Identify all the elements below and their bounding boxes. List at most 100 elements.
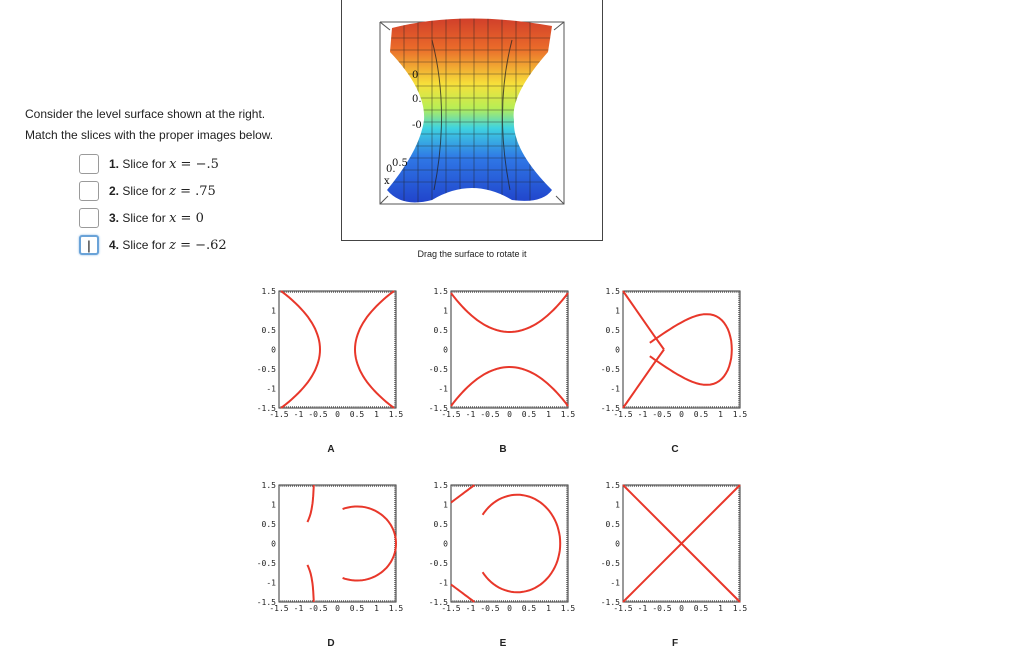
plot-c-xtick-label: 1	[718, 410, 723, 419]
plot-b-xtick-label: 1.5	[561, 410, 576, 419]
plot-c-ytick-label: -0.5	[601, 365, 620, 374]
viewer-axis-label-6: x	[384, 176, 390, 187]
plot-d-xtick-label: -0.5	[308, 604, 327, 613]
plot-b-xtick-label: 0.5	[522, 410, 537, 419]
plot-c-ytick-label: -1.5	[601, 404, 620, 413]
plot-b-xtick-label: 1	[546, 410, 551, 419]
plot-d-frame	[278, 484, 397, 603]
plot-d-curve-3	[306, 564, 315, 602]
plot-f-xtick-label: 1.5	[733, 604, 748, 613]
answer-input-3[interactable]	[79, 208, 99, 228]
plot-e: -1.5 -1.5 -1 -1 -0.5 -0.5 0 0 0.5 0.5 1 1 1.5 1.5	[420, 478, 576, 618]
slice-label-2: 2. Slice for z = .75	[109, 184, 216, 199]
plot-b-ytick-label: -1	[438, 385, 448, 394]
plot-f-xtick-label: 1	[718, 604, 723, 613]
slice-label-1: 1. Slice for x = −.5	[109, 157, 219, 172]
plot-e-ytick-label: 1	[443, 501, 448, 510]
plot-f-xtick-label: 0	[679, 604, 684, 613]
plot-e-xtick-label: -0.5	[480, 604, 499, 613]
plot-c-xtick-label: 0.5	[694, 410, 709, 419]
plot-c-ytick-label: 1.5	[606, 287, 621, 296]
plot-letter-e: E	[499, 638, 507, 649]
plot-f-xtick-label: -1	[638, 604, 648, 613]
plot-d-ytick-label: 1	[271, 501, 276, 510]
plot-f-ytick-label: 0	[615, 540, 620, 549]
plot-e-ytick-label: -1.5	[429, 598, 448, 607]
plot-e-curve-2	[450, 484, 476, 504]
surface-viewer[interactable]: 0 0. -0 0. 0.5 x	[341, 0, 603, 241]
plot-letter-a: A	[327, 444, 335, 455]
plot-c-xtick-label: 0	[679, 410, 684, 419]
plot-b-xtick-label: -1.5	[441, 410, 460, 419]
plot-d-ytick-label: 1.5	[262, 481, 277, 490]
answer-input-1[interactable]	[79, 154, 99, 174]
slice-label-3: 3. Slice for x = 0	[109, 211, 204, 226]
plot-b-xtick-label: -0.5	[480, 410, 499, 419]
plot-a-ytick-label: -1	[266, 385, 276, 394]
slice-label-4: 4. Slice for z = −.62	[109, 238, 227, 253]
plot-b-curve-2	[450, 366, 569, 407]
plot-a-ytick-label: 0	[271, 346, 276, 355]
plot-b-ytick-label: 0	[443, 346, 448, 355]
plot-a: -1.5 -1.5 -1 -1 -0.5 -0.5 0 0 0.5 0.5 1 1 1.5 1.5	[248, 284, 404, 424]
plot-e-xtick-label: -1.5	[441, 604, 460, 613]
plot-b-ytick-label: 1	[443, 307, 448, 316]
plot-c-ytick-label: 0	[615, 346, 620, 355]
plot-b-frame	[450, 290, 569, 409]
plot-d-xtick-label: 0	[335, 604, 340, 613]
plot-b-ytick-label: 1.5	[434, 287, 449, 296]
plot-e-ytick-label: 0	[443, 540, 448, 549]
plot-d-xtick-label: 1	[374, 604, 379, 613]
plot-a-curve-2	[354, 290, 395, 409]
plot-e-xtick-label: 0.5	[522, 604, 537, 613]
plot-d-ytick-label: -1.5	[257, 598, 276, 607]
plot-e-xtick-label: 1	[546, 604, 551, 613]
plot-f-ytick-label: -0.5	[601, 559, 620, 568]
plot-e-ytick-label: 1.5	[434, 481, 449, 490]
plot-letter-d: D	[327, 638, 335, 649]
plot-c-xtick-label: -0.5	[652, 410, 671, 419]
plot-b-ytick-label: -0.5	[429, 365, 448, 374]
plot-a-svg: -1.5-1.5 -1 -1 -0.5 -0.5 0 0 0.5 0.5 1 1 1.5 1.5	[257, 287, 404, 419]
plot-a-xtick-label: -1.5	[269, 410, 288, 419]
plot-d-ytick-label: 0.5	[262, 520, 277, 529]
plot-f-ytick-label: 0.5	[606, 520, 621, 529]
instruction-line-2: Match the slices with the proper images …	[25, 128, 274, 142]
plot-d-xtick-label: 1.5	[389, 604, 404, 613]
plot-e-frame	[450, 484, 569, 603]
plot-a-ytick-label: -1.5	[257, 404, 276, 413]
instructions: Consider the level surface shown at the …	[25, 104, 273, 146]
plot-b-xtick-label: 0	[507, 410, 512, 419]
plot-d-curve-1	[306, 485, 315, 523]
viewer-axis-label-4: 0.	[386, 164, 396, 175]
plot-d-xtick-label: 0.5	[350, 604, 365, 613]
plot-e-xtick-label: 0	[507, 604, 512, 613]
plot-f-ytick-label: -1	[610, 579, 620, 588]
plot-letter-c: C	[671, 444, 679, 455]
plot-e-xtick-label: -1	[466, 604, 476, 613]
plot-a-xtick-label: 1.5	[389, 410, 404, 419]
plot-e-curve-1	[481, 493, 562, 594]
plot-d-xtick-label: -1.5	[269, 604, 288, 613]
plot-b: -1.5 -1.5 -1 -1 -0.5 -0.5 0 0 0.5 0.5 1 1 1.5 1.5	[420, 284, 576, 424]
plot-a-ytick-label: 0.5	[262, 326, 277, 335]
plot-a-xtick-label: -0.5	[308, 410, 327, 419]
plot-a-xtick-label: -1	[294, 410, 304, 419]
plot-f-curve-2	[622, 484, 741, 603]
plot-f-ytick-label: 1.5	[606, 481, 621, 490]
plot-a-xtick-label: 0.5	[350, 410, 365, 419]
plot-b-ytick-label: -1.5	[429, 404, 448, 413]
viewer-axis-label-2: 0.	[412, 94, 422, 105]
answer-input-4[interactable]	[79, 235, 99, 255]
plot-c-ytick-label: 1	[615, 307, 620, 316]
level-surface-image[interactable]: 0 0. -0 0. 0.5 x	[342, 0, 604, 241]
answer-input-2[interactable]	[79, 181, 99, 201]
plot-c-xtick-label: 1.5	[733, 410, 748, 419]
plot-b-xtick-label: -1	[466, 410, 476, 419]
plot-b-curve-1	[450, 292, 569, 333]
plot-b-ytick-label: 0.5	[434, 326, 449, 335]
viewer-axis-label-3: -0	[412, 120, 422, 131]
plot-d-ytick-label: 0	[271, 540, 276, 549]
viewer-axis-label-1: 0	[412, 70, 418, 81]
plot-e-svg: -1.5-1.5 -1 -1 -0.5 -0.5 0 0 0.5 0.5 1 1 1.5 1.5	[429, 481, 576, 613]
